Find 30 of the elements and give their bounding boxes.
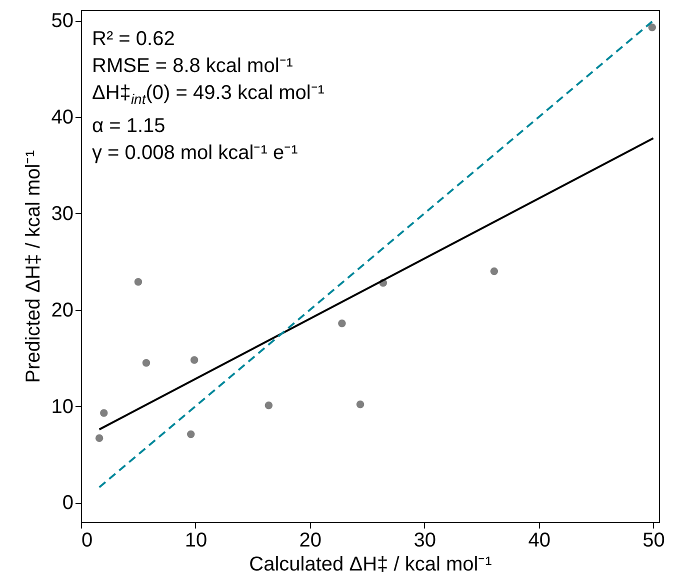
point [187, 430, 195, 438]
annotation: α = 1.15 [92, 114, 166, 139]
point [356, 400, 364, 408]
annotation: γ = 0.008 mol kcal⁻¹ e⁻¹ [92, 141, 299, 166]
x-tick-label: 20 [299, 530, 322, 552]
point [142, 359, 150, 367]
point [264, 401, 273, 410]
annotation: RMSE = 8.8 kcal mol⁻¹ [92, 54, 294, 79]
point [490, 267, 498, 276]
x-axis-title: Calculated ΔH‡ / kcal mol⁻¹ [249, 554, 492, 576]
x-tick-label: 30 [414, 530, 436, 552]
x-tick-label: 0 [82, 530, 93, 552]
point [100, 409, 108, 417]
y-tick-label: 10 [51, 396, 74, 418]
annotation: R² = 0.62 [92, 27, 176, 52]
x-tick-label: 40 [528, 530, 550, 552]
point [338, 320, 346, 328]
annotation: ΔH‡$_{int}$(0) = 49.3 kcal mol⁻¹ [92, 81, 324, 109]
point [134, 278, 142, 286]
y-tick-label: 0 [62, 492, 74, 514]
y-tick-label: 20 [51, 299, 74, 322]
y-tick-label: 40 [51, 106, 74, 129]
x-tick-label: 10 [184, 530, 208, 552]
y-axis-title: Predicted ΔH‡ / kcal mol⁻¹ [22, 150, 44, 383]
y-tick-label: 50 [51, 10, 74, 32]
point [95, 434, 104, 442]
point [648, 23, 656, 32]
point [190, 356, 198, 364]
y-tick-label: 30 [51, 202, 74, 225]
x-tick-label: 50 [642, 530, 665, 552]
